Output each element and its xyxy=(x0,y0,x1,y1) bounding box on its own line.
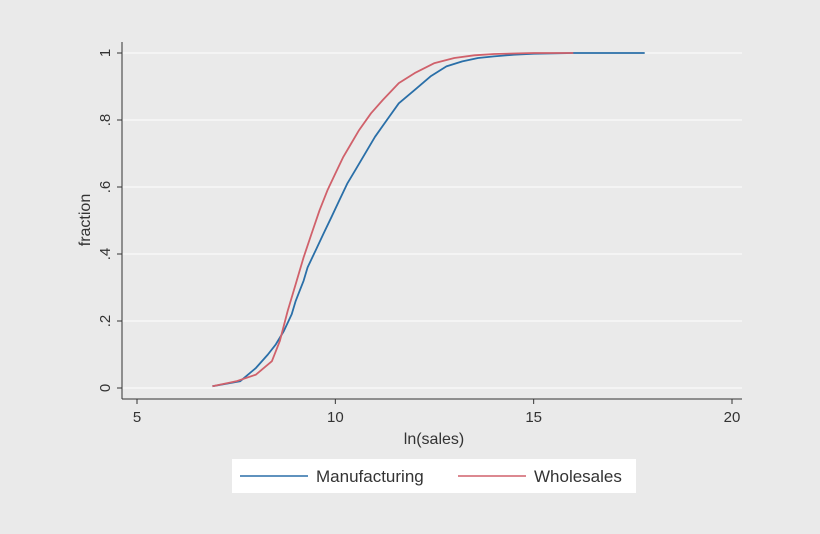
legend-label-wholesales: Wholesales xyxy=(534,467,622,486)
x-tick-label: 5 xyxy=(133,409,141,426)
y-axis-title: fraction xyxy=(77,194,94,246)
plot-area xyxy=(122,42,742,399)
x-tick-label: 15 xyxy=(525,409,542,426)
series-line-manufacturing xyxy=(212,52,645,388)
y-axis: 0 .2 .4 .6 .8 1 xyxy=(97,42,123,399)
y-tick-label: .8 xyxy=(97,114,114,127)
series-line-wholesales xyxy=(212,52,574,388)
y-tick-label: .4 xyxy=(97,248,114,261)
legend-label-manufacturing: Manufacturing xyxy=(316,467,424,486)
x-tick-label: 20 xyxy=(724,409,741,426)
y-tick-label: .2 xyxy=(97,315,114,328)
x-axis: 5 10 15 20 xyxy=(122,398,742,426)
y-tick-label: 1 xyxy=(97,49,114,57)
x-axis-title: ln(sales) xyxy=(404,431,464,448)
y-tick-label: 0 xyxy=(97,384,114,392)
series-layer xyxy=(212,52,645,388)
x-tick-label: 10 xyxy=(327,409,344,426)
legend: Manufacturing Wholesales xyxy=(232,459,636,493)
y-tick-label: .6 xyxy=(97,181,114,194)
